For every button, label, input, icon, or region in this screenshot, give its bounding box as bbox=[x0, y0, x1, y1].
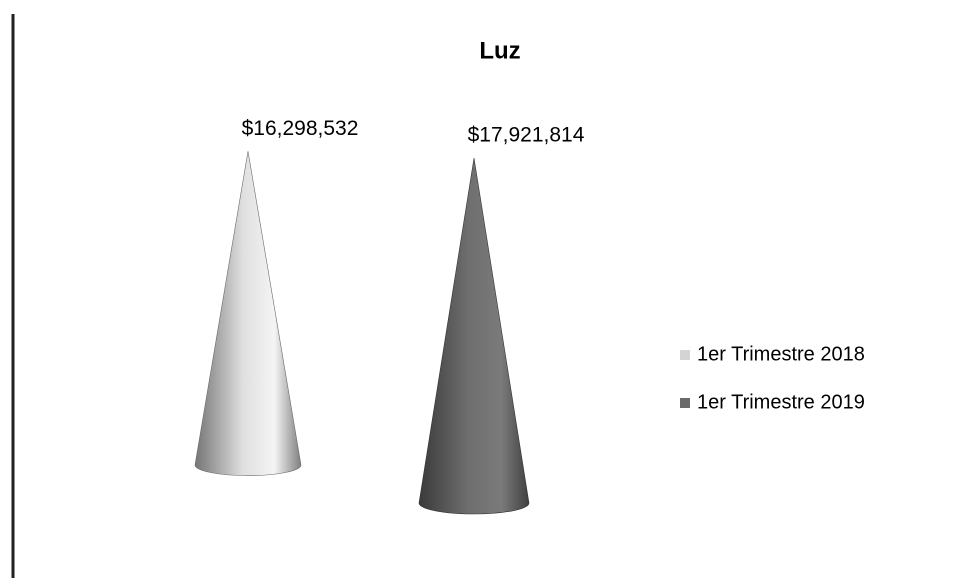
chart-title: Luz bbox=[479, 37, 520, 64]
legend-swatch bbox=[680, 398, 690, 408]
legend-label: 1er Trimestre 2019 bbox=[697, 391, 865, 413]
cone bbox=[194, 151, 302, 476]
value-label: $17,921,814 bbox=[468, 124, 585, 147]
legend-label: 1er Trimestre 2018 bbox=[697, 343, 865, 365]
cone bbox=[418, 157, 530, 515]
value-label: $16,298,532 bbox=[242, 117, 359, 140]
legend-swatch bbox=[680, 350, 690, 360]
